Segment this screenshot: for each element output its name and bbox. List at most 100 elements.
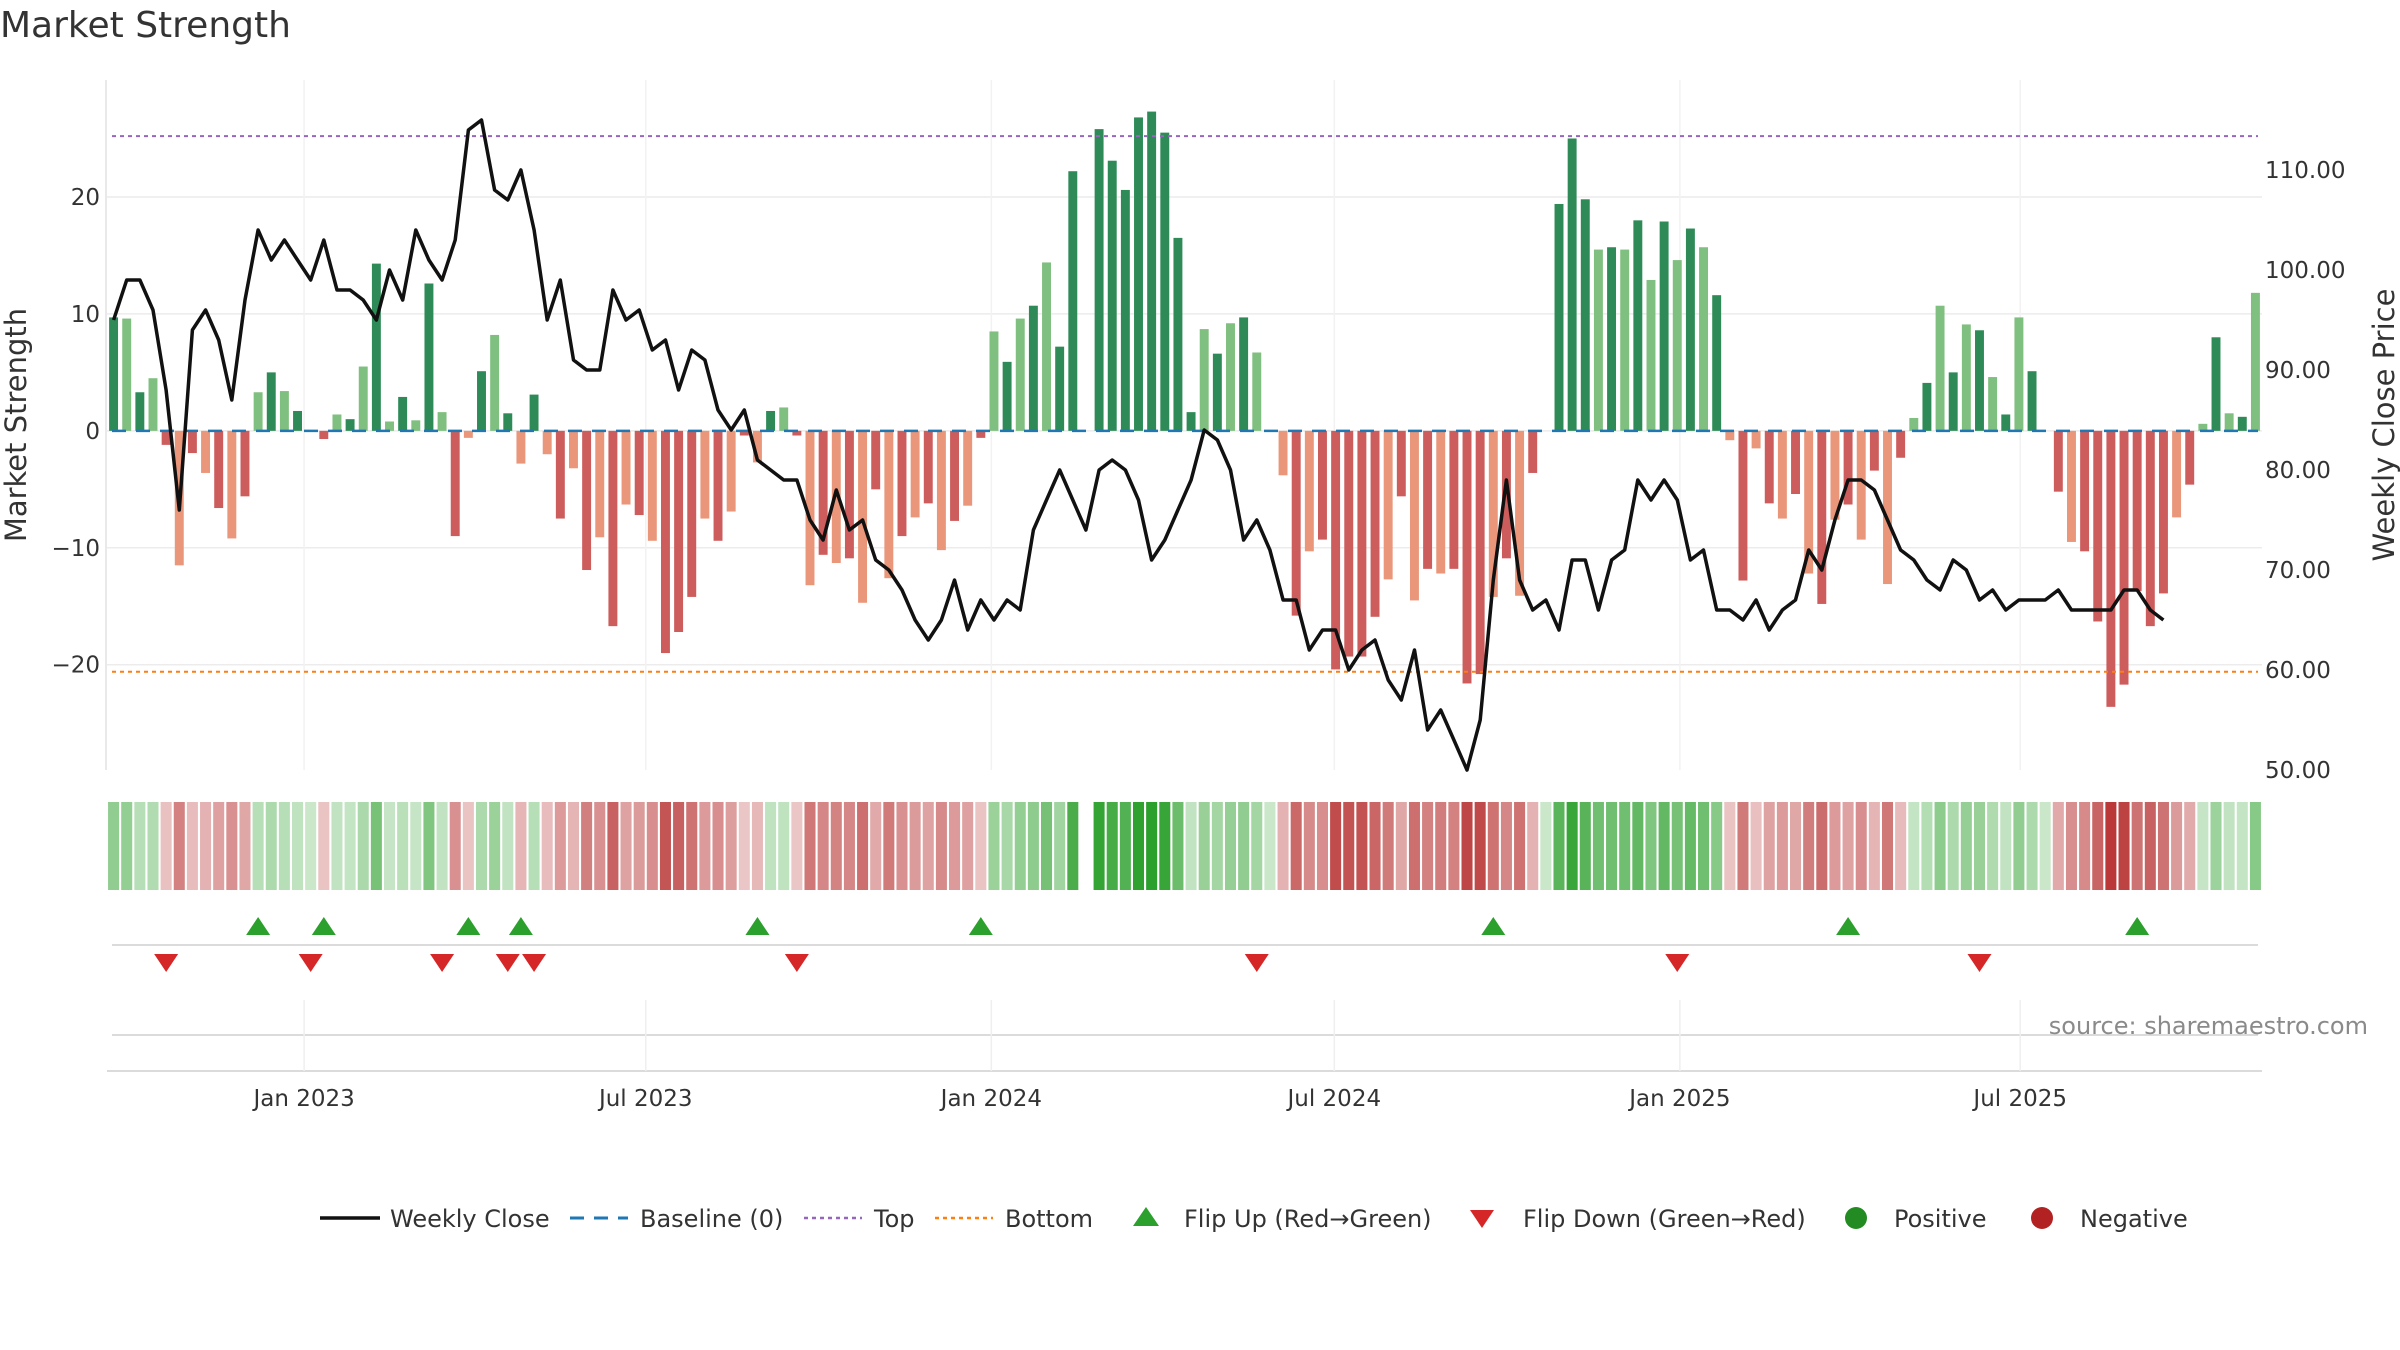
strength-bar: [2185, 430, 2195, 485]
x-axis: Jan 2023 Jul 2023 Jan 2024 Jul 2024 Jan 2025…: [107, 1000, 2262, 1112]
strength-bar: [2250, 292, 2260, 431]
strength-bar: [490, 334, 500, 431]
strength-bar: [1896, 430, 1906, 458]
heat-cell: [357, 802, 369, 890]
strength-bar: [739, 430, 749, 436]
heat-cell: [200, 802, 212, 890]
heat-cell: [134, 802, 146, 890]
strength-bar: [1856, 430, 1866, 540]
strength-bar: [1370, 430, 1380, 617]
strength-bar: [884, 430, 894, 579]
heat-cell: [292, 802, 304, 890]
strength-bar: [516, 430, 526, 464]
heat-cell: [1921, 802, 1933, 890]
strength-bar: [2132, 430, 2142, 592]
heat-cell: [1382, 802, 1394, 890]
heat-cell: [1868, 802, 1880, 890]
right-tick-label: 90.00: [2265, 358, 2331, 384]
reference-lines: [112, 135, 2258, 673]
heat-cell: [659, 802, 671, 890]
x-tick-label: Jul 2024: [1285, 1086, 1381, 1112]
right-tick-label: 60.00: [2265, 658, 2331, 684]
heat-cell: [1790, 802, 1802, 890]
flip-down-marker: [1967, 954, 1992, 972]
heat-cell: [121, 802, 133, 890]
heat-cell: [1185, 802, 1197, 890]
heat-cell: [594, 802, 606, 890]
strength-bar: [2158, 430, 2168, 594]
strength-bar: [608, 430, 618, 627]
strength-bar: [1738, 430, 1748, 581]
strength-bar: [371, 263, 381, 431]
strength-bar: [1488, 430, 1498, 597]
heat-cell: [1737, 802, 1749, 890]
strength-bar: [766, 410, 776, 431]
strength-bar: [844, 430, 854, 559]
strength-bar: [621, 430, 631, 505]
strength-bar: [1869, 430, 1879, 471]
heat-cell: [160, 802, 172, 890]
heat-cell: [331, 802, 343, 890]
strength-bar: [1685, 228, 1695, 431]
strength-bar: [2053, 430, 2063, 492]
heat-cell: [1592, 802, 1604, 890]
strength-bar: [1357, 430, 1367, 657]
heat-cell: [1290, 802, 1302, 890]
heat-cell: [1093, 802, 1105, 890]
strength-bar: [1291, 430, 1301, 616]
strength-bar: [411, 420, 421, 431]
left-tick-label: 10: [71, 302, 100, 328]
heat-cell: [239, 802, 251, 890]
heat-cell: [581, 802, 593, 890]
strength-bar: [1068, 171, 1078, 431]
strength-bar: [463, 430, 473, 438]
heat-cell: [1487, 802, 1499, 890]
flip-up-marker: [508, 917, 533, 935]
heat-cell: [1645, 802, 1657, 890]
heat-cell: [712, 802, 724, 890]
strength-bar: [201, 430, 211, 473]
heat-cell: [370, 802, 382, 890]
strength-bar: [2080, 430, 2090, 552]
heat-cell: [2210, 802, 2222, 890]
weekly-close-line: [111, 118, 2165, 772]
strength-bar: [1186, 412, 1196, 431]
strength-bar: [148, 378, 158, 431]
heat-cell: [1224, 802, 1237, 890]
heat-cell: [2131, 802, 2143, 890]
heat-cell: [1540, 802, 1552, 890]
left-axis-label: Market Strength: [0, 308, 33, 542]
heat-cell: [2249, 802, 2261, 890]
flip-up-marker: [1836, 917, 1861, 935]
flip-down-marker: [154, 954, 179, 972]
heat-cell: [962, 802, 974, 890]
strength-bar: [1764, 430, 1774, 504]
flip-down-marker: [430, 954, 455, 972]
heat-cell: [554, 802, 566, 890]
strength-bar: [792, 430, 802, 436]
strength-bar: [1567, 138, 1577, 431]
strength-bar: [503, 413, 513, 431]
x-tick-label: Jan 2023: [251, 1086, 354, 1112]
heat-cell: [1027, 802, 1039, 890]
heat-cell: [1251, 802, 1263, 890]
x-tick-label: Jul 2023: [597, 1086, 693, 1112]
legend-label: Bottom: [1005, 1205, 1093, 1233]
heat-cell: [528, 802, 540, 890]
strength-bar: [1515, 430, 1525, 596]
legend-label: Flip Up (Red→Green): [1184, 1205, 1432, 1233]
heat-cell: [1303, 802, 1315, 890]
heat-cell: [1829, 802, 1841, 890]
strength-bar: [1501, 430, 1511, 559]
strength-bar: [963, 430, 973, 506]
right-tick-label: 80.00: [2265, 458, 2331, 484]
strength-bar: [477, 371, 486, 431]
legend-swatch-triangle-up: [1133, 1207, 1159, 1226]
strength-bar: [950, 430, 960, 521]
price-line-group: [111, 118, 2165, 772]
strength-bar: [647, 430, 657, 541]
heat-cell: [2157, 802, 2169, 890]
heat-cell: [870, 802, 882, 890]
heat-cell: [1842, 802, 1854, 890]
strength-bar: [1817, 430, 1827, 604]
